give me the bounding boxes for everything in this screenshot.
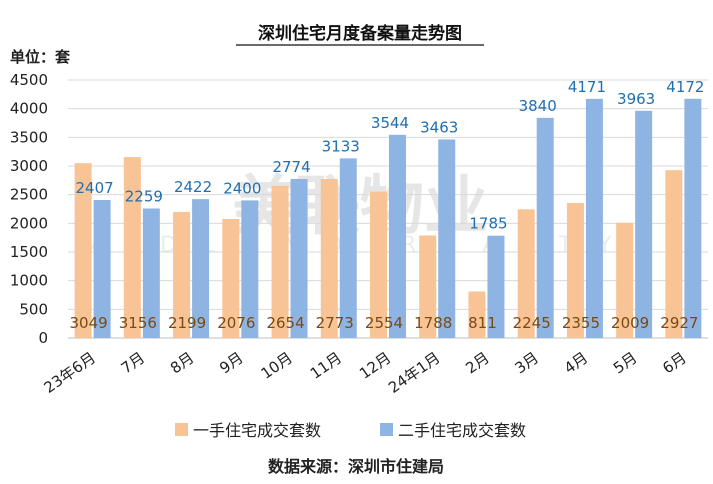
data-label-new: 2245 — [513, 314, 551, 332]
bar-used — [290, 178, 308, 338]
legend-label-used: 二手住宅成交套数 — [398, 421, 526, 440]
x-tick-label: 3月 — [512, 349, 542, 378]
bar-used — [684, 98, 702, 339]
data-label-new: 2199 — [168, 314, 206, 332]
data-label-new: 3156 — [119, 314, 157, 332]
data-label-new: 2009 — [611, 314, 649, 332]
data-label-new: 2076 — [217, 314, 255, 332]
bar-new — [123, 157, 141, 338]
legend-swatch-used — [380, 423, 393, 436]
x-tick-label: 5月 — [610, 349, 640, 378]
x-tick-label: 6月 — [659, 349, 689, 378]
data-label-used: 3463 — [420, 118, 458, 136]
bar-used — [585, 98, 603, 338]
data-labels: 3049 2407 3156 2259 2199 2422 2076 2400 2654 2774… — [70, 78, 705, 332]
watermark: 美联物业 MIDLAND REALTY — [83, 170, 638, 258]
data-label-used: 2259 — [125, 187, 163, 205]
bar-new — [419, 235, 437, 338]
watermark-sub: MIDLAND REALTY — [83, 233, 638, 258]
bar-new — [370, 191, 387, 338]
y-tick-label: 500 — [19, 300, 48, 318]
x-tick-label: 8月 — [167, 349, 197, 378]
data-label-used: 4171 — [568, 78, 606, 96]
bar-used — [536, 117, 554, 338]
bar-new — [566, 202, 584, 338]
bars — [74, 98, 702, 339]
data-label-new: 2927 — [660, 314, 698, 332]
x-tick-label: 11月 — [307, 349, 345, 383]
bar-new — [517, 209, 535, 338]
bar-new — [468, 291, 486, 338]
x-tick-label: 2月 — [462, 349, 492, 378]
bar-used — [487, 235, 505, 338]
bar-used — [339, 158, 357, 338]
bar-new — [74, 163, 92, 338]
data-label-used: 2400 — [223, 179, 261, 197]
data-label-new: 2654 — [266, 314, 304, 332]
bar-used — [438, 139, 456, 338]
y-tick-label: 1500 — [10, 243, 48, 261]
bar-new — [665, 170, 683, 338]
y-tick-label: 1000 — [10, 272, 48, 290]
y-tick-label: 3000 — [10, 157, 48, 175]
bar-new — [222, 218, 240, 338]
data-label-used: 3133 — [322, 137, 360, 155]
x-tick-label: 9月 — [216, 349, 246, 378]
data-label-used: 2422 — [174, 178, 212, 196]
y-tick-label: 2500 — [10, 186, 48, 204]
bar-used — [389, 134, 406, 338]
data-label-new: 2355 — [562, 314, 600, 332]
y-tick-label: 4000 — [10, 100, 48, 118]
data-label-new: 3049 — [70, 314, 108, 332]
unit-label: 单位：套 — [10, 48, 71, 66]
bar-new — [173, 211, 191, 338]
source-note: 数据来源：深圳市住建局 — [268, 457, 444, 476]
bar-used — [241, 200, 259, 338]
x-tick-label: 12月 — [356, 349, 394, 383]
data-label-used: 3840 — [519, 97, 557, 115]
data-label-used: 4172 — [666, 78, 704, 96]
data-label-used: 3963 — [617, 90, 655, 108]
bar-used — [93, 199, 111, 338]
bar-new — [616, 222, 634, 338]
data-label-new: 811 — [468, 314, 497, 332]
x-tick-label: 7月 — [118, 349, 148, 378]
data-label-used: 2774 — [272, 158, 310, 176]
data-label-used: 1785 — [469, 215, 507, 233]
chart-title: 深圳住宅月度备案量走势图 — [258, 23, 462, 44]
bar-used — [192, 199, 210, 338]
x-tick-label: 10月 — [258, 349, 296, 383]
bar-new — [271, 185, 289, 338]
y-tick-label: 3500 — [10, 128, 48, 146]
bar-used — [635, 110, 653, 339]
x-tick-label: 4月 — [561, 349, 591, 378]
y-axis-ticks: 0 500 1000 1500 2000 2500 3000 3500 4000 4500 — [10, 71, 48, 347]
legend-label-new: 一手住宅成交套数 — [193, 421, 321, 440]
data-label-used: 3544 — [371, 114, 409, 132]
bar-new — [320, 179, 338, 338]
data-label-used: 2407 — [76, 179, 114, 197]
x-tick-label: 24年1月 — [385, 349, 443, 397]
bar-used — [142, 208, 160, 338]
data-label-new: 1788 — [414, 314, 452, 332]
y-tick-label: 2000 — [10, 214, 48, 232]
y-tick-label: 0 — [38, 329, 48, 347]
x-tick-label: 23年6月 — [41, 349, 99, 397]
legend-swatch-new — [175, 423, 188, 436]
data-label-new: 2773 — [316, 314, 354, 332]
data-label-new: 2554 — [365, 314, 403, 332]
y-tick-label: 4500 — [10, 71, 48, 89]
legend: 一手住宅成交套数 二手住宅成交套数 — [175, 421, 526, 440]
